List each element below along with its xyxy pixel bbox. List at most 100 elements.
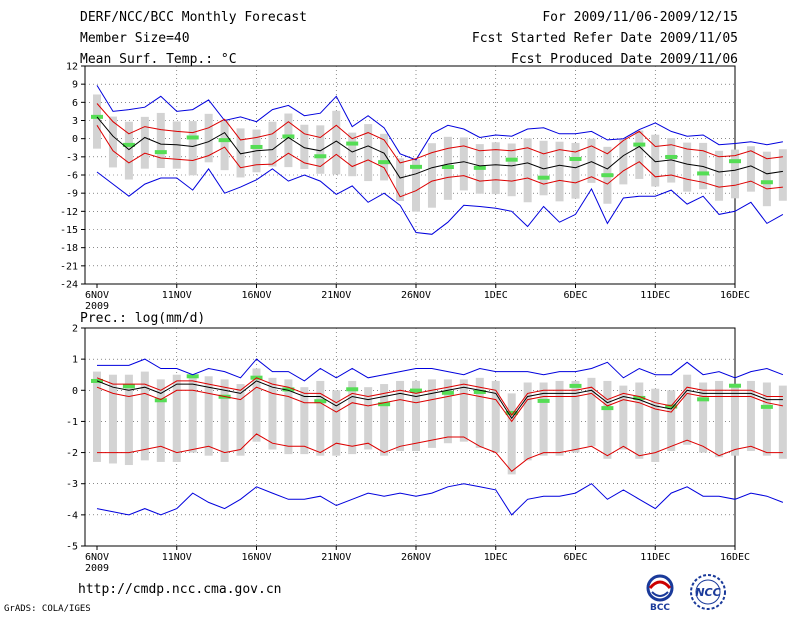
y-tick-label: -18 xyxy=(60,243,78,254)
x-tick-label: 26NOV xyxy=(401,552,431,563)
median-marker xyxy=(760,180,773,185)
range-bar xyxy=(140,116,149,169)
median-marker xyxy=(569,156,582,161)
median-marker xyxy=(122,142,135,147)
member-size: Member Size=40 xyxy=(80,31,190,46)
x-tick-label: 1DEC xyxy=(484,290,508,301)
range-bar xyxy=(172,374,181,462)
series-line-min xyxy=(96,168,784,235)
y-tick-label: -6 xyxy=(66,171,78,182)
range-bar xyxy=(204,376,213,456)
median-marker xyxy=(186,374,199,379)
range-bar xyxy=(268,377,277,450)
median-marker xyxy=(729,159,741,164)
range-bar xyxy=(396,380,405,452)
median-marker xyxy=(378,160,391,165)
ncc-logo-icon: NCC xyxy=(690,574,726,610)
median-marker xyxy=(441,165,454,170)
y-tick-label: -21 xyxy=(60,261,78,272)
range-bar xyxy=(587,138,596,183)
range-bar xyxy=(332,390,341,456)
y-tick-label: -1 xyxy=(66,417,78,428)
bcc-logo-icon: BCC xyxy=(646,574,674,612)
range-bar xyxy=(412,380,420,452)
range-bar xyxy=(746,380,755,452)
median-marker xyxy=(569,383,582,388)
y-tick-label: -9 xyxy=(66,189,78,200)
y-tick-label: 1 xyxy=(72,355,78,366)
range-bar xyxy=(555,380,564,456)
range-bar xyxy=(539,382,548,456)
range-bar xyxy=(316,125,325,174)
grads-credit: GrADS: COLA/IGES xyxy=(4,604,91,614)
median-marker xyxy=(665,154,678,159)
y-tick-label: 0 xyxy=(72,134,78,145)
x-tick-label: 6NOV xyxy=(85,290,109,301)
range-bar xyxy=(507,393,516,475)
x-tick-label: 1DEC xyxy=(484,552,508,563)
median-marker xyxy=(186,135,199,140)
median-marker xyxy=(441,390,454,395)
x-year-label: 2009 xyxy=(85,301,109,312)
range-bar xyxy=(651,388,660,462)
y-tick-label: -4 xyxy=(66,510,78,521)
x-tick-label: 21NOV xyxy=(321,290,351,301)
range-bar xyxy=(715,380,724,458)
range-bar xyxy=(715,150,724,201)
range-bar xyxy=(380,133,389,181)
start-date: Fcst Started Refer Date 2009/11/05 xyxy=(471,31,738,46)
median-marker xyxy=(154,150,167,155)
panel-precipitation: 2 1 0 -1 -2 -3 -4 -5 6NOV 11NOV 16NOV 21NOV 26NOV 1DE… xyxy=(66,311,787,574)
range-bar xyxy=(778,385,787,459)
range-bar xyxy=(108,116,117,168)
median-marker xyxy=(505,410,518,415)
produced-date: Fcst Produced Date 2009/11/06 xyxy=(511,52,738,67)
header-right: For 2009/11/06-2009/12/15 Fcst Started R… xyxy=(472,9,738,72)
range-bar xyxy=(443,379,452,444)
range-bar xyxy=(587,377,596,447)
range-bar xyxy=(459,379,468,442)
range-bar xyxy=(635,382,644,459)
series-line-max xyxy=(97,358,784,382)
range-bar xyxy=(220,119,229,171)
range-bar xyxy=(746,146,755,192)
median-marker xyxy=(537,175,550,180)
median-marker xyxy=(760,404,773,409)
range-bar xyxy=(268,121,277,167)
x-tick-label: 16NOV xyxy=(241,552,271,563)
series-line-lower xyxy=(96,125,783,198)
y-tick-label: -3 xyxy=(66,152,78,163)
range-bar xyxy=(619,385,628,450)
series-line-max xyxy=(96,85,783,161)
series-line-mean xyxy=(96,380,783,420)
median-marker xyxy=(665,404,678,409)
range-bar xyxy=(204,113,213,163)
y-tick-label: 3 xyxy=(72,116,78,127)
range-bar xyxy=(316,380,325,456)
median-marker xyxy=(633,142,646,147)
y-tick-label: -24 xyxy=(60,280,78,291)
median-marker xyxy=(346,141,359,146)
range-bar xyxy=(364,387,373,450)
x-tick-label: 6NOV xyxy=(85,552,109,563)
range-bar xyxy=(762,151,771,207)
range-bar xyxy=(507,143,516,197)
series-line-min xyxy=(96,483,784,516)
range-bar xyxy=(236,384,245,456)
median-marker xyxy=(346,387,359,392)
range-bar xyxy=(491,142,500,195)
range-bar xyxy=(364,124,373,182)
median-marker xyxy=(122,384,135,389)
panel-temperature: 12 9 6 3 0 -3 -6 -9 -12 -15 -18 -21 -24 6NOV 11NOV 16NO… xyxy=(60,62,787,312)
median-marker xyxy=(697,397,710,402)
range-bar xyxy=(348,132,357,177)
median-marker xyxy=(601,173,614,178)
footer-url: http://cmdp.ncc.cma.gov.cn xyxy=(78,582,282,597)
range-bar xyxy=(683,142,692,192)
range-bar xyxy=(412,159,420,212)
range-bar xyxy=(555,141,564,202)
range-bar xyxy=(284,379,293,455)
range-bar xyxy=(93,94,101,149)
median-marker xyxy=(729,383,741,388)
